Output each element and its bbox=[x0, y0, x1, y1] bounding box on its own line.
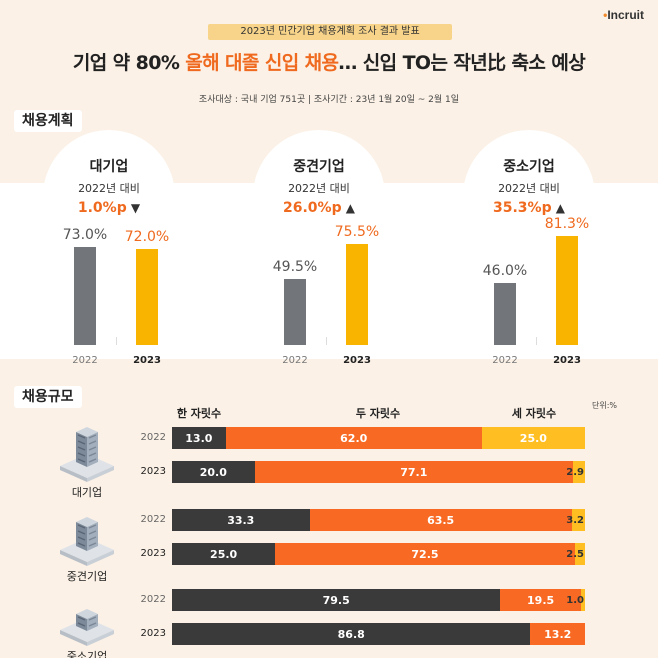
x-tick-label-2023: 2023 bbox=[133, 355, 161, 366]
segment-triple-digit: 25.0 bbox=[481, 427, 585, 449]
building-icon bbox=[52, 510, 122, 566]
segment-double-digit: 72.5 bbox=[275, 543, 575, 565]
bar-2022 bbox=[284, 278, 306, 345]
company-label: 대기업 bbox=[71, 486, 103, 499]
data-label-2023: 75.5% bbox=[334, 223, 380, 240]
section-title-plan: 채용계획 bbox=[14, 110, 82, 132]
segment-single-digit: 20.0 bbox=[172, 461, 255, 483]
segment-triple-digit: 2.9 bbox=[566, 461, 585, 483]
bar-2022 bbox=[494, 283, 516, 345]
segment-double-digit: 62.0 bbox=[225, 427, 482, 449]
segment-double-digit: 19.5 bbox=[500, 589, 581, 611]
legend-segment-single-digit: 한 자릿수 bbox=[176, 407, 222, 420]
data-label-2022: 73.0% bbox=[62, 227, 108, 244]
divider bbox=[116, 337, 117, 345]
row-year-label: 2023 bbox=[140, 628, 166, 639]
up-arrow-icon: ▲ bbox=[551, 201, 565, 215]
segment-double-digit: 77.1 bbox=[254, 461, 574, 483]
row-year-label: 2022 bbox=[140, 594, 166, 605]
divider bbox=[326, 337, 327, 345]
unit-label: 단위:% bbox=[592, 401, 618, 410]
segment-double-digit: 13.2 bbox=[530, 623, 585, 645]
plan-diff: 26.0%p ▲ bbox=[253, 200, 385, 216]
plan-diff: 1.0%p ▼ bbox=[43, 200, 175, 216]
section-title-scale: 채용규모 bbox=[14, 386, 82, 408]
company-label: 중견기업 bbox=[66, 570, 108, 583]
stacked-bar: 25.0 72.5 2.5 bbox=[172, 543, 585, 565]
plan-diff: 35.3%p ▲ bbox=[463, 200, 595, 216]
segment-single-digit: 79.5 bbox=[172, 589, 501, 611]
plan-company-name: 중소기업 bbox=[503, 159, 555, 175]
x-tick-label-2022: 2022 bbox=[492, 355, 518, 366]
plan-diff-value: 1.0%p bbox=[77, 200, 127, 216]
company-label: 중소기업 bbox=[66, 650, 108, 658]
up-arrow-icon: ▲ bbox=[341, 201, 355, 215]
segment-triple-digit: 3.2 bbox=[566, 509, 585, 531]
segment-double-digit: 63.5 bbox=[309, 509, 572, 531]
plan-diff-value: 35.3%p bbox=[493, 200, 552, 216]
stacked-bar: 79.519.51.0 bbox=[172, 589, 585, 611]
plan-compare-base: 2022년 대비 bbox=[78, 182, 140, 195]
plan-diff-value: 26.0%p bbox=[283, 200, 342, 216]
headline-post: … 신입 TO는 작년比 축소 예상 bbox=[338, 52, 586, 74]
down-arrow-icon: ▼ bbox=[126, 201, 141, 215]
plan-chart: 대기업 2022년 대비 1.0%p ▼ 73.0% 72.0% 2022 2023 중견기업… bbox=[43, 130, 595, 366]
legend-segment-triple-digit: 세 자릿수 bbox=[511, 407, 557, 420]
data-label-2023: 72.0% bbox=[124, 228, 170, 245]
stacked-bar: 20.0 77.1 2.9 bbox=[172, 461, 585, 483]
x-tick-label-2023: 2023 bbox=[343, 355, 371, 366]
row-year-label: 2022 bbox=[140, 514, 166, 525]
x-tick-label-2022: 2022 bbox=[282, 355, 308, 366]
incruit-logo: •Incruit bbox=[603, 8, 644, 22]
segment-triple-digit: 1.0 bbox=[566, 589, 585, 611]
survey-info: 조사대상 : 국내 기업 751곳 | 조사기간 : 23년 1월 20일 ~ … bbox=[198, 95, 460, 105]
building-icon bbox=[52, 590, 122, 646]
plan-compare-base: 2022년 대비 bbox=[498, 182, 560, 195]
divider bbox=[536, 337, 537, 345]
bar-2023 bbox=[346, 243, 368, 345]
x-tick-label-2023: 2023 bbox=[553, 355, 581, 366]
bar-2023 bbox=[556, 236, 578, 345]
plan-company-name: 중견기업 bbox=[293, 159, 345, 175]
x-tick-label-2022: 2022 bbox=[72, 355, 98, 366]
data-label-2023: 81.3% bbox=[544, 216, 590, 233]
stacked-bar: 86.8 13.2 bbox=[172, 623, 585, 645]
segment-single-digit: 86.8 bbox=[172, 623, 531, 645]
bar-2023 bbox=[136, 248, 158, 345]
plan-circle-1: 중견기업 2022년 대비 26.0%p ▲ bbox=[253, 130, 385, 262]
logo-text: Incruit bbox=[607, 8, 644, 22]
segment-single-digit: 13.0 bbox=[172, 427, 226, 449]
row-year-label: 2023 bbox=[140, 466, 166, 477]
segment-triple-digit: 2.5 bbox=[566, 543, 585, 565]
survey-title: 2023년 민간기업 채용계획 조사 결과 발표 bbox=[208, 24, 452, 40]
logo-dot: • bbox=[603, 8, 608, 22]
headline-pre: 기업 약 80% bbox=[72, 52, 186, 74]
headline: 기업 약 80% 올해 대졸 신입 채용… 신입 TO는 작년比 축소 예상 bbox=[0, 48, 658, 75]
headline-highlight: 올해 대졸 신입 채용 bbox=[185, 52, 339, 74]
building-icon bbox=[52, 426, 122, 482]
data-label-2022: 49.5% bbox=[272, 258, 318, 275]
row-year-label: 2023 bbox=[140, 548, 166, 559]
row-year-label: 2022 bbox=[140, 432, 166, 443]
bar-2022 bbox=[74, 247, 96, 345]
segment-single-digit: 33.3 bbox=[172, 509, 310, 531]
plan-compare-base: 2022년 대비 bbox=[288, 182, 350, 195]
stacked-bar: 13.0 62.0 25.0 bbox=[172, 427, 585, 449]
segment-single-digit: 25.0 bbox=[172, 543, 276, 565]
plan-circle-0: 대기업 2022년 대비 1.0%p ▼ bbox=[43, 130, 175, 262]
legend-segment-double-digit: 두 자릿수 bbox=[355, 407, 401, 420]
data-label-2022: 46.0% bbox=[482, 263, 528, 280]
stacked-bar: 33.3 63.5 3.2 bbox=[172, 509, 585, 531]
plan-company-name: 대기업 bbox=[89, 159, 129, 175]
